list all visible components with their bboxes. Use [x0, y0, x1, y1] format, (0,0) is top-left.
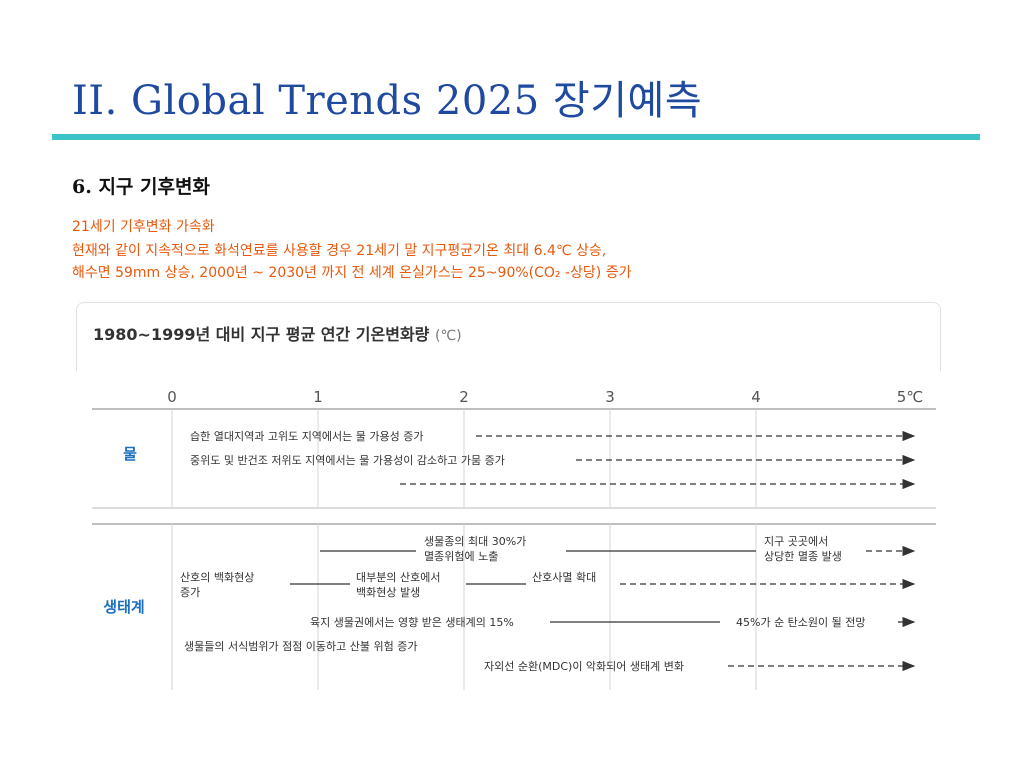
figure-title: 1980~1999년 대비 지구 평균 연간 기온변화량 (℃): [93, 321, 462, 345]
vertical-gridlines: [171, 409, 757, 690]
eco-habitat: 생물들의 서식범위가 점점 이동하고 산불 위험 증가: [184, 639, 418, 653]
water-row-1-label: 습한 열대지역과 고위도 지역에서는 물 가용성 증가: [190, 430, 424, 443]
axis-tick-4: 4: [751, 388, 761, 406]
eco-coral-most-line2: 백화현상 발생: [356, 586, 420, 599]
eco-coral-most-line1: 대부분의 산호에서: [356, 571, 440, 584]
slide-title: II. Global Trends 2025 장기예측: [72, 78, 703, 124]
eco-extinction-30-line1: 생물종의 최대 30%가: [424, 535, 526, 548]
eco-extinction-30-line2: 멸종위험에 노출: [424, 550, 498, 563]
section-heading: 6. 지구 기후변화: [72, 176, 210, 198]
category-ecosystem: 생태계: [103, 598, 144, 616]
axis-tick-2: 2: [459, 388, 469, 406]
water-row-2-label: 중위도 및 반건조 저위도 지역에서는 물 가용성이 감소하고 가뭄 증가: [190, 453, 505, 467]
figure-title-unit: (℃): [434, 328, 462, 344]
eco-coral-death: 산호사멸 확대: [532, 571, 596, 584]
figure-title-panel: 1980~1999년 대비 지구 평균 연간 기온변화량 (℃): [76, 302, 941, 371]
eco-land-15: 육지 생물권에서는 영향 받은 생태계의 15%: [310, 616, 514, 629]
axis-tick-0: 0: [167, 388, 177, 406]
axis-tick-1: 1: [313, 388, 323, 406]
description-line-3: 해수면 59mm 상승, 2000년 ~ 2030년 까지 전 세계 온실가스는…: [72, 265, 632, 281]
eco-moc: 자외선 순환(MDC)이 악화되어 생태계 변화: [484, 660, 684, 673]
axis-tick-3: 3: [605, 388, 615, 406]
eco-coral-bleach-line2: 증가: [180, 586, 200, 599]
axis-tick-5: 5℃: [897, 388, 923, 406]
category-water: 물: [123, 445, 137, 463]
description-line-1: 21세기 기후변화 가속화: [72, 219, 215, 235]
eco-widespread-extinction-line1: 지구 곳곳에서: [764, 535, 828, 548]
eco-widespread-extinction-line2: 상당한 멸종 발생: [764, 550, 842, 563]
eco-carbon-45: 45%가 순 탄소원이 될 전망: [736, 615, 866, 629]
figure-title-text: 1980~1999년 대비 지구 평균 연간 기온변화량: [93, 325, 430, 344]
eco-coral-bleach-line1: 산호의 백화현상: [180, 571, 254, 584]
description-line-2: 현재와 같이 지속적으로 화석연료를 사용할 경우 21세기 말 지구평균기온 …: [72, 243, 607, 259]
title-underline: [52, 134, 980, 140]
